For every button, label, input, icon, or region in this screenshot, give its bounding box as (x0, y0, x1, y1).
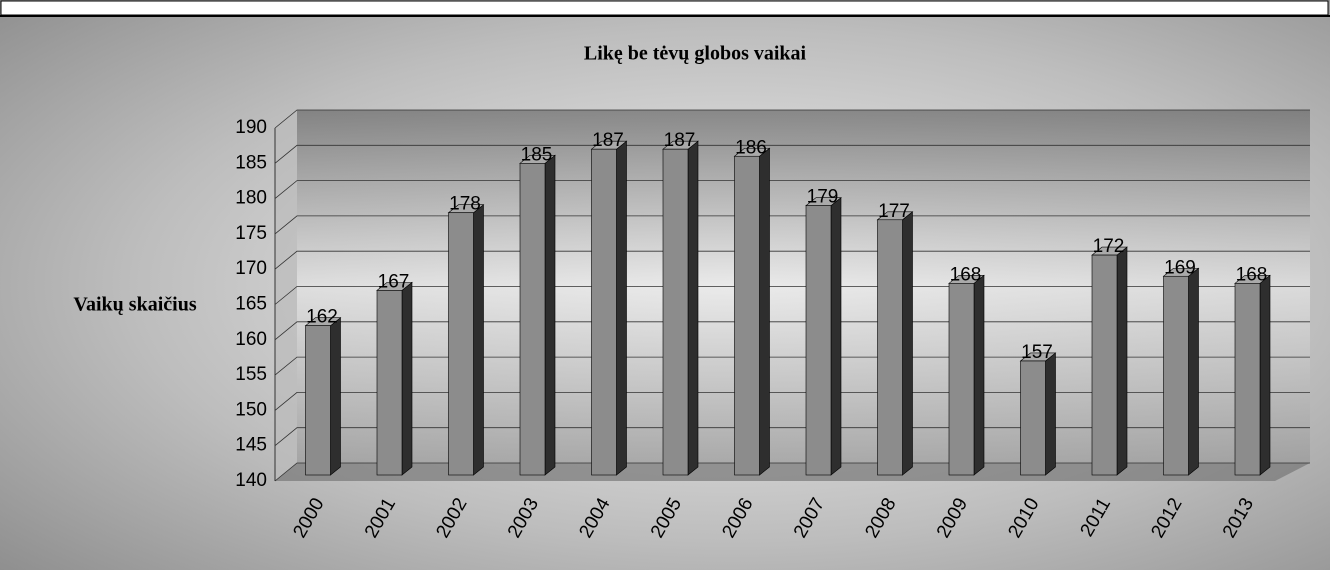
bar (1091, 254, 1118, 476)
bar (1163, 275, 1189, 476)
bar-side (902, 211, 913, 476)
y-tick-label: 160 (235, 329, 267, 350)
data-label: 186 (735, 137, 767, 158)
data-label: 187 (664, 130, 696, 151)
data-label: 187 (592, 130, 624, 151)
y-tick-label: 190 (235, 117, 267, 138)
y-tick-label: 180 (235, 188, 267, 209)
data-label: 169 (1164, 257, 1196, 278)
data-label: 172 (1093, 236, 1125, 257)
chart-title: Likę be tėvų globos vaikai (584, 43, 807, 65)
bar (877, 219, 903, 476)
bar-side (1116, 246, 1128, 476)
y-tick-label: 150 (235, 399, 267, 420)
y-tick-label: 165 (235, 294, 267, 315)
bar (305, 325, 331, 476)
bar-side (1259, 274, 1271, 476)
data-label: 168 (1236, 264, 1268, 285)
bar (376, 290, 403, 476)
bar-side (759, 147, 770, 476)
grid-line (274, 250, 1310, 270)
y-tick-label: 140 (235, 470, 267, 491)
bar-side (1188, 267, 1199, 476)
bar-side (401, 281, 413, 476)
y-tick-label: 145 (235, 435, 267, 456)
bar-side (973, 274, 985, 476)
data-label: 179 (807, 187, 839, 208)
bar-side (473, 204, 484, 476)
bar (805, 205, 832, 476)
bar-side (687, 140, 699, 476)
bar (662, 148, 689, 476)
grid-line (274, 109, 1310, 129)
bar-side (830, 197, 842, 476)
bar-side (544, 154, 556, 476)
y-tick-label: 155 (235, 364, 267, 385)
grid-line (274, 144, 1310, 164)
data-label: 157 (1021, 342, 1053, 363)
data-label: 162 (306, 307, 338, 328)
y-axis-label: Vaikų skaičius (73, 294, 196, 316)
bar (1020, 360, 1046, 476)
bar (591, 148, 617, 476)
data-label: 177 (878, 201, 910, 222)
frame-top (0, 0, 1329, 16)
y-tick-label: 185 (235, 152, 267, 173)
bar (734, 155, 760, 476)
bar (448, 212, 474, 476)
floor (275, 463, 1310, 481)
y-tick-label: 175 (235, 223, 267, 244)
bar (519, 163, 546, 476)
data-label: 178 (449, 194, 481, 215)
grid-line (274, 180, 1310, 199)
bar-side (616, 140, 627, 476)
bar-side (1045, 352, 1056, 476)
data-label: 185 (521, 144, 553, 165)
grid-line (274, 215, 1310, 235)
bar-side (330, 317, 341, 476)
bar (948, 283, 975, 476)
data-label: 167 (378, 271, 410, 292)
y-tick-label: 170 (235, 258, 267, 279)
data-label: 168 (950, 264, 982, 285)
bar (1234, 283, 1261, 476)
